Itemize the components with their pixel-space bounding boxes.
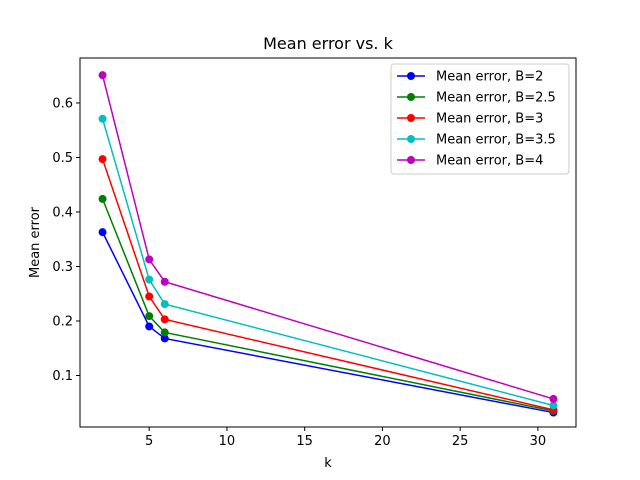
series-line-2	[101, 198, 554, 412]
y-tick-label: 0.5	[52, 151, 73, 166]
x-tick-label: 15	[296, 434, 313, 449]
series-line-4	[101, 118, 554, 407]
legend-marker	[407, 135, 415, 143]
data-point	[549, 394, 558, 403]
data-point	[160, 334, 169, 343]
data-point	[98, 228, 107, 237]
data-point	[145, 292, 154, 301]
y-tick-label: 0.2	[52, 314, 73, 329]
axes-frame	[79, 57, 577, 428]
x-tick-label: 30	[530, 434, 547, 449]
legend-label: Mean error, B=3	[436, 112, 543, 127]
y-axis-label: Mean error	[28, 206, 43, 278]
x-axis-label: k	[324, 456, 332, 471]
legend-label: Mean error, B=3.5	[436, 133, 556, 148]
data-point	[98, 114, 107, 123]
data-point	[145, 312, 154, 321]
data-point	[98, 155, 107, 164]
series-line-3	[101, 158, 554, 411]
legend-marker	[407, 72, 415, 80]
legend-marker	[407, 114, 415, 122]
legend-box	[390, 63, 570, 175]
data-point	[145, 275, 154, 284]
y-tick-label: 0.3	[52, 260, 73, 275]
y-tick-label: 0.4	[52, 205, 73, 220]
series-line-1	[101, 231, 554, 414]
legend-label: Mean error, B=2	[436, 70, 543, 85]
legend-marker	[407, 156, 415, 164]
x-tick-label: 10	[219, 434, 236, 449]
series-line-5	[101, 74, 554, 400]
x-tick-label: 20	[374, 434, 391, 449]
legend-marker	[407, 93, 415, 101]
data-point	[160, 300, 169, 309]
data-point	[98, 71, 107, 80]
data-point	[145, 255, 154, 264]
y-tick-label: 0.6	[52, 96, 73, 111]
legend-label: Mean error, B=2.5	[436, 91, 556, 106]
x-tick-label: 5	[145, 434, 153, 449]
data-point	[160, 328, 169, 337]
chart-title: Mean error vs. k	[263, 34, 393, 53]
legend: Mean error, B=2 Mean error, B=2.5 Mean err…	[390, 63, 570, 175]
data-point	[98, 194, 107, 203]
data-point	[160, 315, 169, 324]
legend-label: Mean error, B=4	[436, 154, 543, 169]
plot-area: 5 10 15 20 25 30 0.1 0.2 0.3 0.4 0.5 0.6	[52, 57, 577, 449]
x-tick-label: 25	[452, 434, 469, 449]
data-point	[145, 322, 154, 331]
data-point	[160, 277, 169, 286]
y-tick-label: 0.1	[52, 369, 73, 384]
data-point	[549, 401, 558, 410]
